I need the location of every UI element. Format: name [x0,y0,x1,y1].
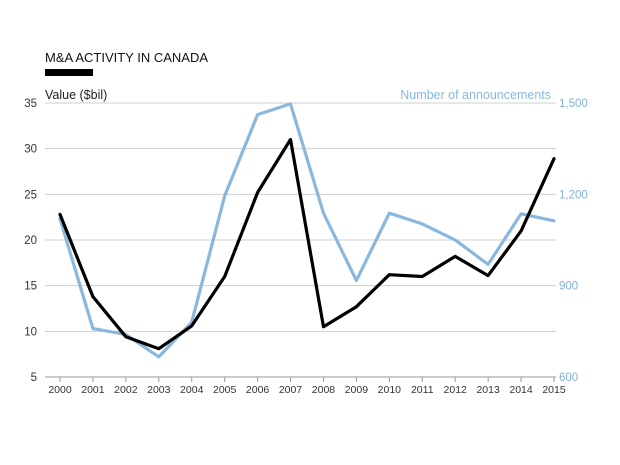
x-axis-ticks: 2000 2001 2002 2003 2004 2005 2006 2007 2008 2009… [48,377,566,396]
x-tick-label: 2011 [411,384,434,396]
left-tick-label: 30 [24,144,37,156]
title-underline-bar [45,69,93,76]
x-tick-label: 2000 [48,384,72,396]
x-tick-label: 2014 [509,384,533,396]
left-tick-label: 10 [24,326,37,338]
left-axis-ticks: 35 30 25 20 15 10 5 [24,98,37,384]
x-tick-label: 2002 [114,384,138,396]
left-tick-label: 20 [24,235,37,247]
x-tick-label: 2008 [312,384,336,396]
right-tick-label: 900 [559,281,578,293]
left-tick-label: 35 [24,98,37,110]
legend-value-label: Value ($bil) [45,88,107,102]
right-axis-ticks: 1,500 1,200 900 600 [559,98,588,384]
right-tick-label: 1,500 [559,98,588,110]
gridlines [45,102,556,378]
x-tick-label: 2015 [542,384,566,396]
x-tick-label: 2006 [246,384,270,396]
x-tick-label: 2003 [147,384,171,396]
legend-announcements-label: Number of announcements [400,88,551,102]
left-tick-label: 25 [24,189,37,201]
x-tick-label: 2005 [213,384,237,396]
left-tick-label: 15 [24,281,37,293]
x-tick-label: 2010 [378,384,402,396]
x-tick-label: 2007 [279,384,303,396]
x-tick-label: 2001 [81,384,105,396]
x-tick-label: 2004 [180,384,204,396]
right-tick-label: 600 [559,372,578,384]
series-line-value [58,137,556,351]
x-tick-label: 2009 [345,384,369,396]
right-tick-label: 1,200 [559,189,588,201]
x-tick-label: 2012 [444,384,468,396]
x-tick-label: 2013 [476,384,500,396]
chart-title: M&A ACTIVITY IN CANADA [45,50,208,65]
series-line-announcements [58,102,556,359]
left-tick-label: 5 [31,372,37,384]
